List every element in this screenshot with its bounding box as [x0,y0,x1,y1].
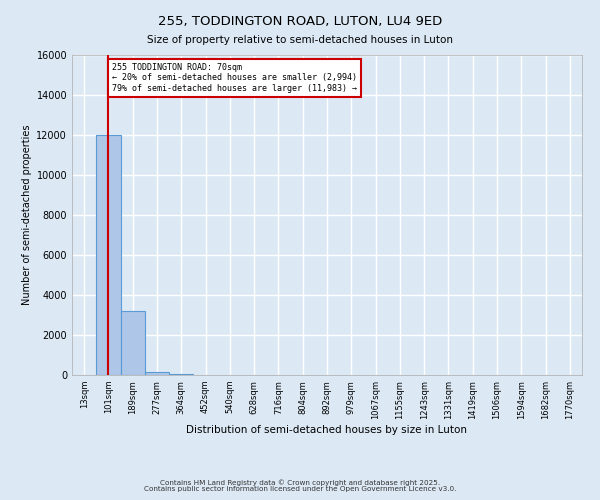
Y-axis label: Number of semi-detached properties: Number of semi-detached properties [22,124,32,305]
Bar [145,372,169,375]
Text: Contains HM Land Registry data © Crown copyright and database right 2025.
Contai: Contains HM Land Registry data © Crown c… [144,479,456,492]
Bar [121,311,145,375]
Bar [169,374,193,375]
X-axis label: Distribution of semi-detached houses by size in Luton: Distribution of semi-detached houses by … [187,424,467,434]
Text: Size of property relative to semi-detached houses in Luton: Size of property relative to semi-detach… [147,35,453,45]
Bar [96,136,121,375]
Text: 255 TODDINGTON ROAD: 70sqm
← 20% of semi-detached houses are smaller (2,994)
79%: 255 TODDINGTON ROAD: 70sqm ← 20% of semi… [112,63,357,93]
Text: 255, TODDINGTON ROAD, LUTON, LU4 9ED: 255, TODDINGTON ROAD, LUTON, LU4 9ED [158,15,442,28]
